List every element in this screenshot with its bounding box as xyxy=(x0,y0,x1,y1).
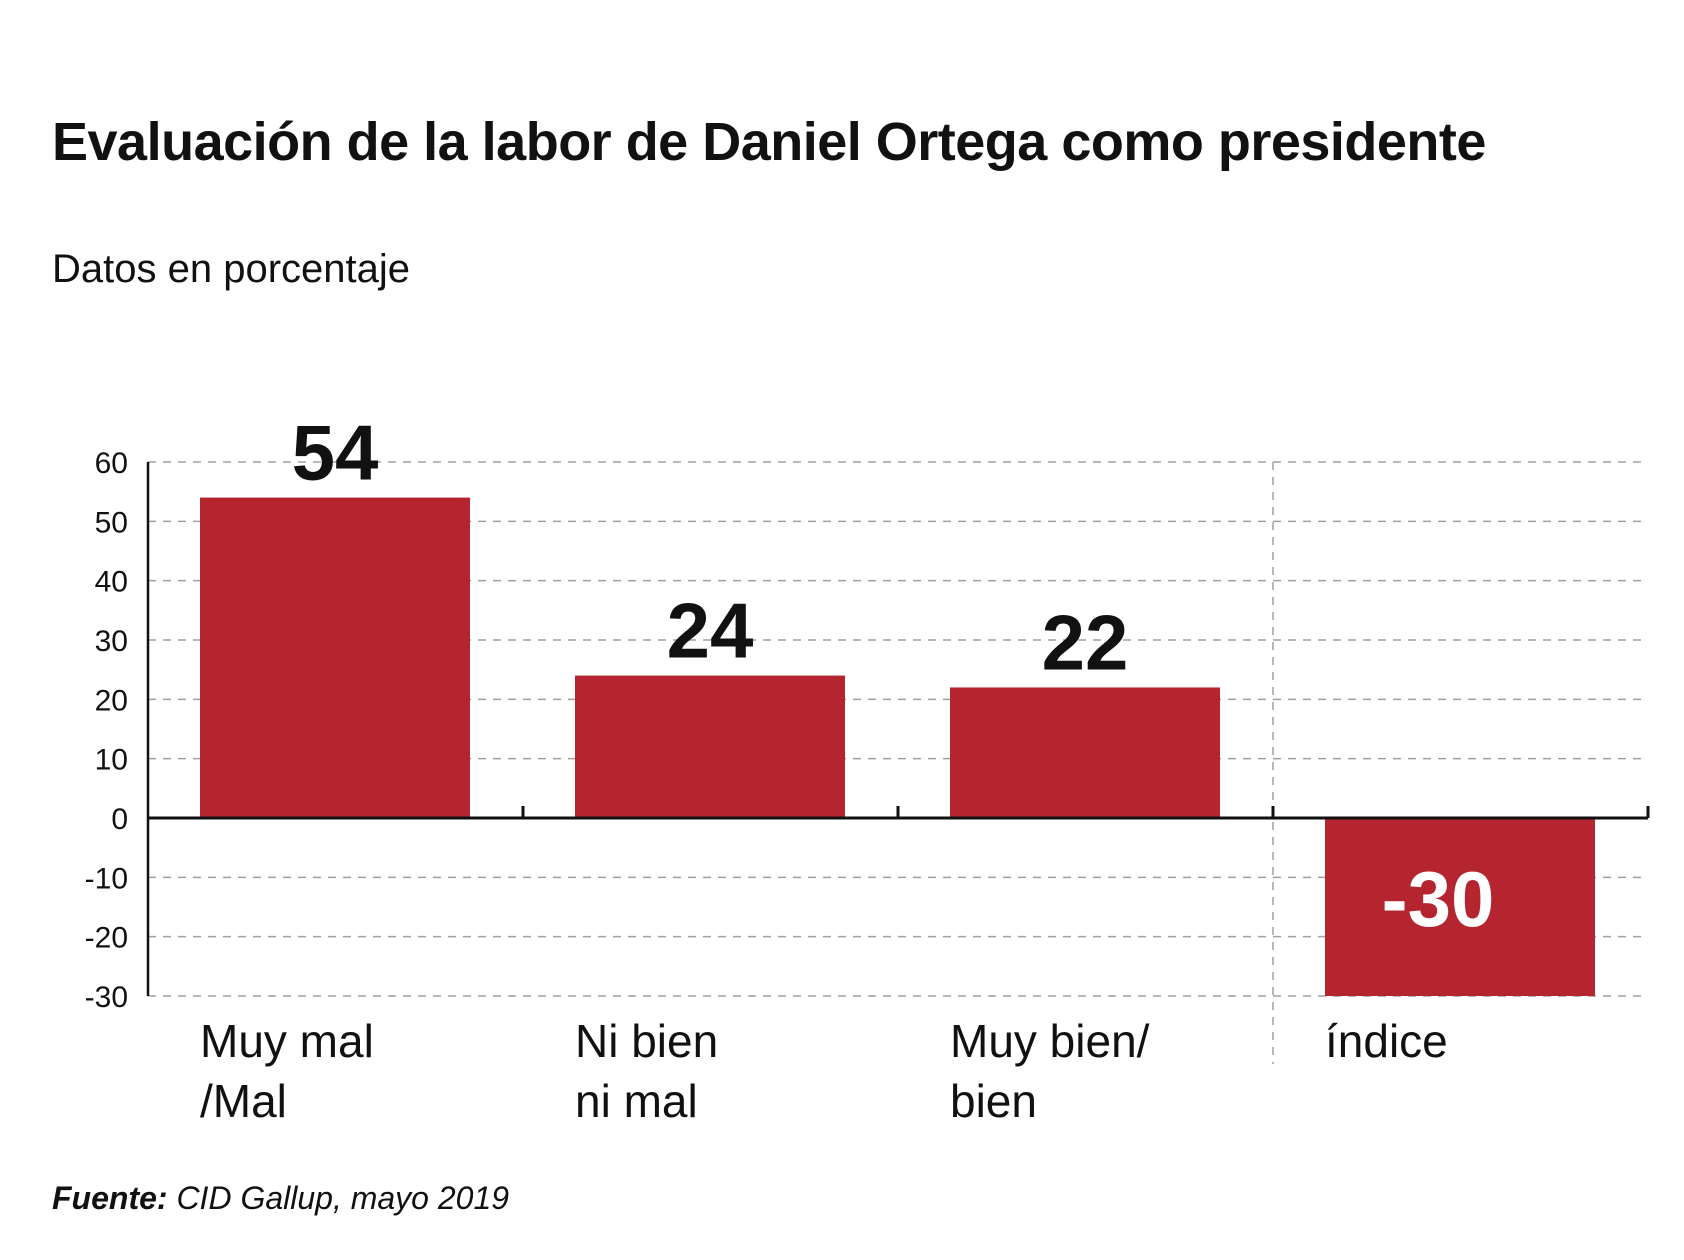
value-label: -30 xyxy=(1382,855,1495,943)
y-tick-label: 20 xyxy=(95,684,128,717)
chart-subtitle: Datos en porcentaje xyxy=(52,247,411,291)
y-tick-label: 0 xyxy=(111,803,128,836)
category-label: índice xyxy=(1325,1015,1448,1067)
source-label: Fuente: xyxy=(52,1180,168,1216)
y-tick-label: -30 xyxy=(85,981,128,1014)
category-label: Muy bien/bien xyxy=(950,1015,1150,1127)
value-label: 24 xyxy=(667,587,754,675)
chart-title: Evaluación de la labor de Daniel Ortega … xyxy=(52,112,1486,172)
category-label: Muy mal/Mal xyxy=(200,1015,374,1127)
y-tick-label: 50 xyxy=(95,506,128,539)
bar xyxy=(950,687,1220,818)
bar xyxy=(1325,818,1595,996)
value-label: 54 xyxy=(292,409,379,497)
value-label: 22 xyxy=(1042,598,1129,686)
bar xyxy=(575,675,845,818)
source-text: CID Gallup, mayo 2019 xyxy=(176,1180,510,1216)
y-tick-label: 10 xyxy=(95,744,128,777)
source-note: Fuente: CID Gallup, mayo 2019 xyxy=(52,1180,509,1217)
y-tick-label: -10 xyxy=(85,862,128,895)
y-tick-label: -20 xyxy=(85,922,128,955)
category-label: Ni bien ni mal xyxy=(575,1015,718,1127)
y-tick-label: 30 xyxy=(95,625,128,658)
bar xyxy=(200,497,470,818)
y-tick-label: 40 xyxy=(95,566,128,599)
y-tick-label: 60 xyxy=(95,447,128,480)
